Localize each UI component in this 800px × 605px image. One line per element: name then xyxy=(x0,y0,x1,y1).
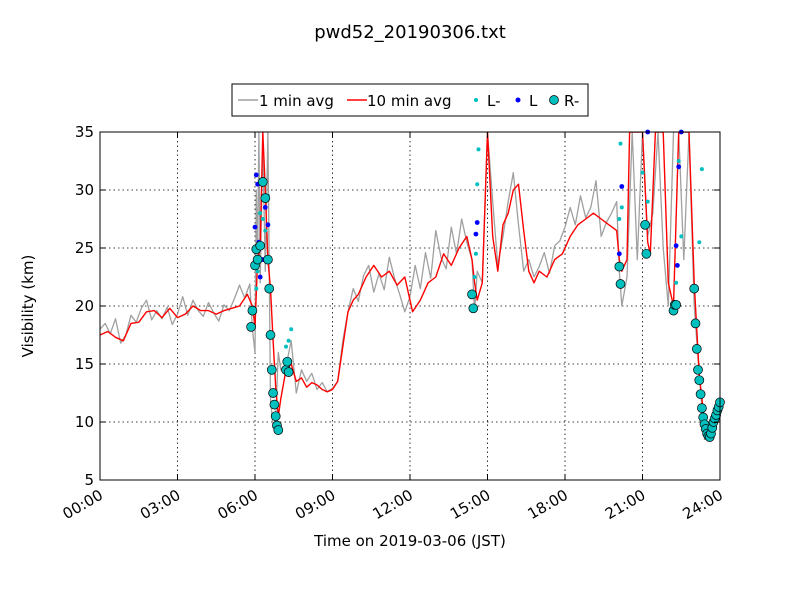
marker-r-minus xyxy=(266,364,277,375)
marker-l-minus xyxy=(286,338,291,343)
series-line-1min-avg xyxy=(100,132,720,441)
marker-l xyxy=(265,222,271,228)
marker-r-minus xyxy=(691,344,702,354)
y-tick-label: 5 xyxy=(84,471,94,489)
y-tick-label: 30 xyxy=(75,181,94,199)
legend-label-l: L xyxy=(529,92,538,110)
series-line-10min-avg xyxy=(100,132,720,435)
marker-l-minus xyxy=(289,327,294,332)
marker-l xyxy=(616,251,622,257)
marker-l xyxy=(619,184,625,189)
legend-label-10min: 10 min avg xyxy=(367,92,452,110)
marker-r-minus xyxy=(694,375,705,386)
y-axis-title: Visibility (km) xyxy=(19,255,37,358)
marker-l-minus xyxy=(645,199,650,204)
legend-swatch-l xyxy=(515,97,521,103)
marker-l xyxy=(257,274,263,280)
marker-r-minus xyxy=(640,219,650,230)
marker-l-minus xyxy=(697,240,702,245)
marker-l-minus xyxy=(676,159,681,163)
marker-r-minus xyxy=(252,254,263,265)
chart-title: pwd52_20190306.txt xyxy=(314,22,506,43)
marker-l-minus xyxy=(258,211,263,216)
marker-l-minus xyxy=(617,217,622,221)
marker-l-minus xyxy=(475,182,480,187)
legend-swatch-l-minus xyxy=(474,98,478,102)
marker-r-minus xyxy=(246,322,256,332)
marker-r-minus xyxy=(689,283,700,294)
marker-l xyxy=(676,164,682,170)
marker-l-minus xyxy=(679,234,684,239)
legend-label-l-minus: L- xyxy=(487,92,501,110)
marker-r-minus xyxy=(614,261,625,272)
y-tick-label: 10 xyxy=(75,413,94,431)
marker-r-minus xyxy=(690,318,701,329)
marker-l-minus xyxy=(619,205,624,210)
marker-r-minus xyxy=(273,425,284,435)
marker-r-minus xyxy=(270,411,281,422)
y-tick-label: 25 xyxy=(75,239,94,257)
y-tick-label: 20 xyxy=(75,297,94,315)
marker-r-minus xyxy=(264,283,275,294)
marker-l-minus xyxy=(618,141,623,146)
marker-r-minus xyxy=(269,399,280,410)
legend-swatch-r-minus xyxy=(549,95,559,105)
legend-label-1min: 1 min avg xyxy=(259,92,334,110)
marker-r-minus xyxy=(255,240,266,251)
marker-r-minus xyxy=(260,193,271,203)
marker-l xyxy=(673,243,679,249)
marker-r-minus xyxy=(468,303,479,314)
marker-l xyxy=(675,263,680,268)
marker-l-minus xyxy=(674,280,679,285)
marker-r-minus xyxy=(257,177,268,187)
marker-l xyxy=(473,231,479,237)
marker-r-minus xyxy=(283,367,294,377)
legend: 1 min avg 10 min avg L- L R- xyxy=(231,83,589,117)
marker-l xyxy=(474,220,480,225)
x-axis-title: Time on 2019-03-06 (JST) xyxy=(313,532,506,550)
marker-r-minus xyxy=(263,254,273,265)
marker-r-minus xyxy=(615,279,626,289)
marker-l-minus xyxy=(263,228,268,233)
marker-l-minus xyxy=(284,344,288,349)
marker-l-minus xyxy=(260,217,265,221)
marker-l xyxy=(252,224,258,230)
marker-r-minus xyxy=(282,356,293,367)
series-layer xyxy=(100,132,720,441)
marker-r-minus xyxy=(641,248,652,259)
marker-l-minus xyxy=(476,147,481,152)
marker-l-minus xyxy=(254,286,259,291)
legend-label-r-minus: R- xyxy=(564,92,579,110)
marker-r-minus xyxy=(693,364,703,375)
marker-layer xyxy=(246,129,725,442)
marker-r-minus xyxy=(467,289,477,300)
y-tick-label: 35 xyxy=(75,123,94,141)
marker-l-minus xyxy=(699,167,704,172)
y-tick-label: 15 xyxy=(75,355,94,373)
marker-l-minus xyxy=(640,170,645,175)
marker-l xyxy=(262,205,268,210)
marker-l xyxy=(253,172,259,178)
marker-r-minus xyxy=(265,330,276,340)
legend-frame xyxy=(231,83,589,117)
marker-r-minus xyxy=(671,299,681,310)
marker-r-minus xyxy=(695,389,706,400)
marker-r-minus xyxy=(247,305,258,316)
marker-r-minus xyxy=(268,388,278,398)
marker-r-minus xyxy=(697,403,707,413)
marker-l-minus xyxy=(255,269,260,274)
marker-l-minus xyxy=(473,251,478,256)
marker-l-minus xyxy=(472,275,477,279)
